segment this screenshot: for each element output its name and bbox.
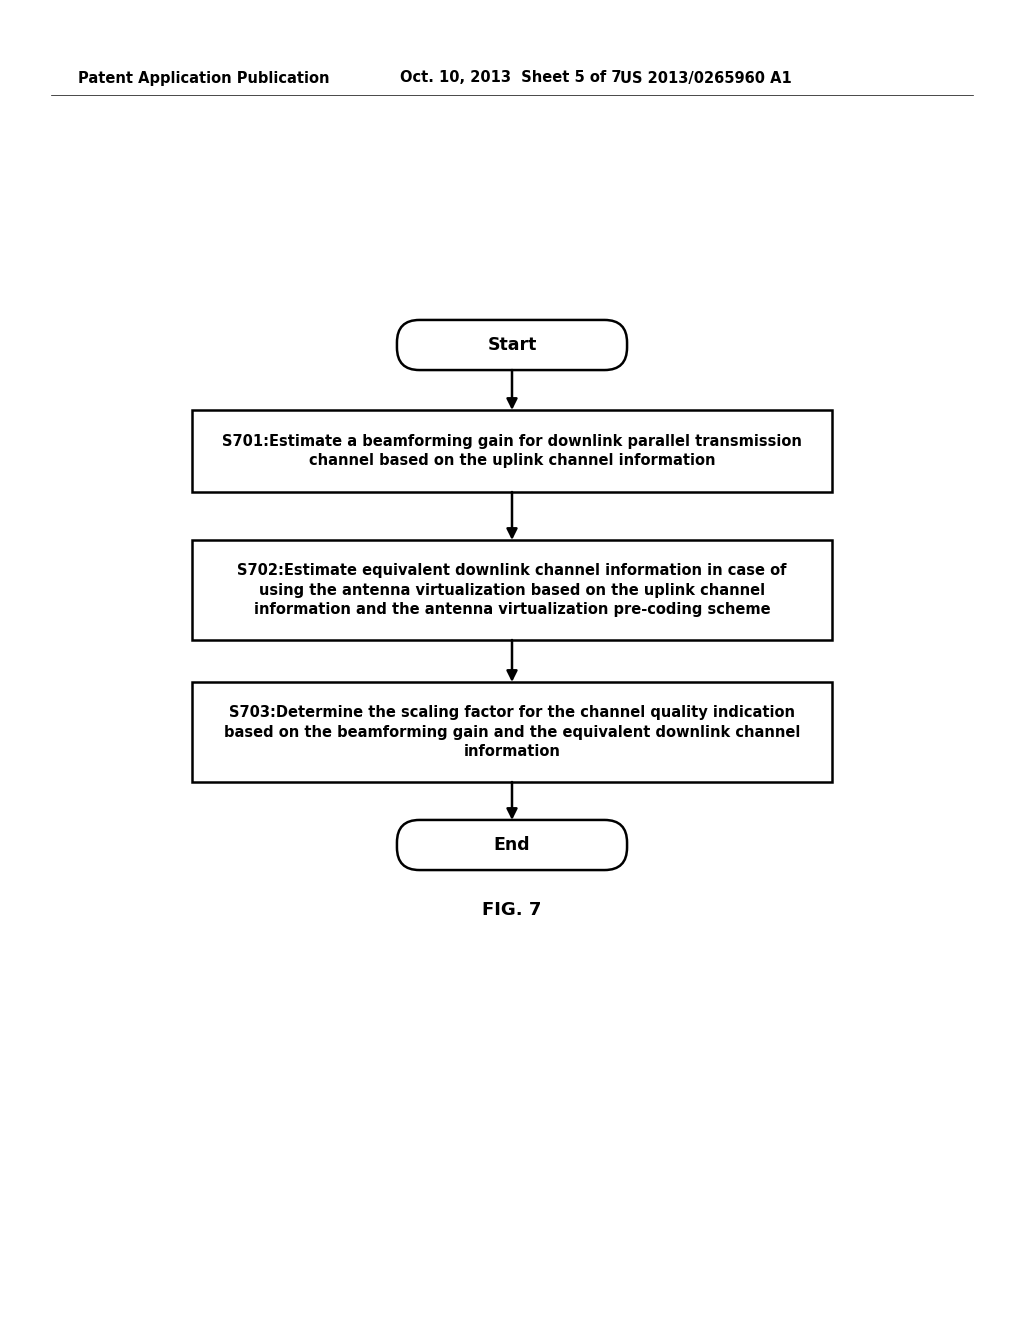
Bar <box>193 682 831 781</box>
FancyBboxPatch shape <box>397 319 627 370</box>
Bar <box>193 540 831 640</box>
Text: Patent Application Publication: Patent Application Publication <box>78 70 330 86</box>
Text: S701:Estimate a beamforming gain for downlink parallel transmission
channel base: S701:Estimate a beamforming gain for dow… <box>222 433 802 469</box>
Text: S702:Estimate equivalent downlink channel information in case of
using the anten: S702:Estimate equivalent downlink channe… <box>238 562 786 618</box>
Bar <box>193 411 831 492</box>
Text: US 2013/0265960 A1: US 2013/0265960 A1 <box>620 70 792 86</box>
FancyBboxPatch shape <box>397 820 627 870</box>
Text: S703:Determine the scaling factor for the channel quality indication
based on th: S703:Determine the scaling factor for th… <box>224 705 800 759</box>
Text: End: End <box>494 836 530 854</box>
Text: FIG. 7: FIG. 7 <box>482 902 542 919</box>
Text: Oct. 10, 2013  Sheet 5 of 7: Oct. 10, 2013 Sheet 5 of 7 <box>400 70 622 86</box>
Text: Start: Start <box>487 337 537 354</box>
